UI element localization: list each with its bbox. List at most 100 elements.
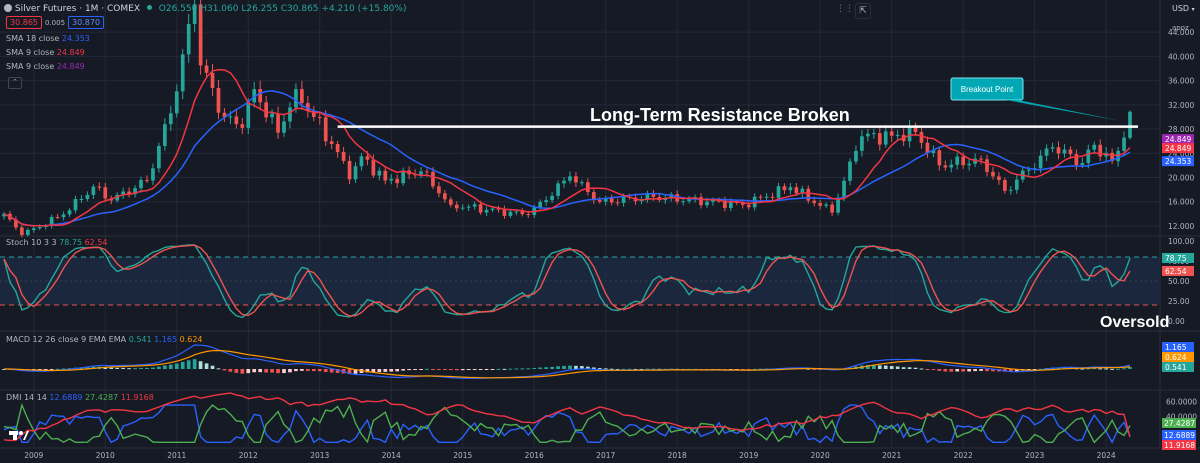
- candle-body[interactable]: [794, 187, 799, 194]
- candle-body[interactable]: [14, 219, 18, 228]
- candle-body[interactable]: [740, 202, 745, 205]
- candle-body[interactable]: [121, 191, 126, 195]
- candle-body[interactable]: [1128, 111, 1132, 138]
- candle-body[interactable]: [1026, 169, 1031, 171]
- candle-body[interactable]: [1038, 155, 1043, 169]
- candle-body[interactable]: [282, 121, 286, 133]
- candle-body[interactable]: [854, 150, 858, 162]
- symbol-title[interactable]: Silver Futures · 1M · COMEX: [14, 4, 141, 14]
- candle-body[interactable]: [502, 209, 507, 216]
- candle-body[interactable]: [967, 163, 971, 166]
- candle-body[interactable]: [91, 186, 96, 195]
- candle-body[interactable]: [151, 168, 155, 181]
- legend-stoch[interactable]: Stoch 10 3 3 78.75 62.54: [6, 238, 107, 247]
- candle-body[interactable]: [603, 198, 608, 202]
- candle-body[interactable]: [371, 159, 376, 176]
- candle-body[interactable]: [496, 208, 501, 210]
- candle-body[interactable]: [347, 160, 352, 180]
- candle-body[interactable]: [830, 204, 834, 213]
- candle-body[interactable]: [174, 91, 179, 114]
- candle-body[interactable]: [97, 186, 102, 188]
- candle-body[interactable]: [949, 164, 954, 168]
- candle-body[interactable]: [79, 199, 84, 201]
- candle-body[interactable]: [746, 204, 751, 208]
- candle-body[interactable]: [389, 178, 394, 181]
- candle-body[interactable]: [204, 65, 209, 73]
- candle-body[interactable]: [311, 110, 316, 117]
- candle-body[interactable]: [425, 171, 429, 173]
- candle-body[interactable]: [55, 216, 60, 218]
- candle-body[interactable]: [1074, 154, 1079, 166]
- candle-body[interactable]: [454, 204, 459, 209]
- candle-body[interactable]: [431, 171, 435, 187]
- candle-body[interactable]: [186, 23, 191, 55]
- candle-body[interactable]: [687, 198, 691, 202]
- candle-body[interactable]: [1086, 149, 1091, 163]
- candle-body[interactable]: [1056, 147, 1061, 154]
- candle-body[interactable]: [866, 133, 870, 137]
- candle-body[interactable]: [645, 193, 650, 200]
- candle-body[interactable]: [621, 196, 626, 203]
- cursor-arrow-icon[interactable]: ⇱: [855, 3, 871, 19]
- candle-body[interactable]: [514, 211, 519, 213]
- candle-body[interactable]: [979, 158, 983, 160]
- candle-body[interactable]: [609, 198, 614, 203]
- candle-body[interactable]: [294, 89, 298, 108]
- candle-body[interactable]: [591, 192, 596, 201]
- candle-body[interactable]: [782, 186, 787, 191]
- candle-body[interactable]: [931, 150, 936, 153]
- candle-body[interactable]: [705, 201, 709, 206]
- candle-body[interactable]: [383, 170, 388, 181]
- candle-body[interactable]: [216, 88, 221, 113]
- candle-body[interactable]: [25, 229, 30, 236]
- stoch-pane[interactable]: [0, 244, 1160, 319]
- candle-body[interactable]: [419, 171, 423, 175]
- legend-dmi[interactable]: DMI 14 14 12.6889 27.4287 11.9168: [6, 393, 154, 402]
- candle-body[interactable]: [597, 200, 602, 202]
- candle-body[interactable]: [103, 187, 108, 199]
- candle-body[interactable]: [711, 200, 715, 202]
- candle-body[interactable]: [2, 213, 6, 217]
- candle-body[interactable]: [848, 161, 852, 181]
- candle-body[interactable]: [192, 4, 197, 24]
- candle-body[interactable]: [550, 195, 554, 201]
- candle-body[interactable]: [836, 197, 840, 213]
- candle-body[interactable]: [961, 156, 966, 166]
- candle-body[interactable]: [127, 191, 131, 195]
- candle-body[interactable]: [544, 200, 548, 203]
- candle-body[interactable]: [222, 112, 227, 117]
- candle-body[interactable]: [943, 165, 948, 168]
- candle-body[interactable]: [163, 124, 167, 147]
- candle-body[interactable]: [31, 228, 36, 230]
- candle-body[interactable]: [133, 188, 137, 195]
- dmi-pane[interactable]: [3, 392, 1131, 444]
- candle-body[interactable]: [568, 176, 572, 181]
- candle-body[interactable]: [1003, 180, 1007, 191]
- candle-body[interactable]: [580, 182, 584, 184]
- candle-body[interactable]: [460, 207, 465, 209]
- candle-body[interactable]: [788, 187, 793, 191]
- candle-body[interactable]: [1062, 149, 1067, 154]
- candle-body[interactable]: [466, 206, 471, 208]
- breakout-callout[interactable]: Breakout Point: [950, 77, 1121, 121]
- candle-body[interactable]: [883, 131, 888, 145]
- drag-handle-icon[interactable]: ⋮⋮: [836, 4, 854, 14]
- candle-body[interactable]: [198, 4, 203, 66]
- collapse-legend-chevron-up-icon[interactable]: ⌃: [8, 77, 22, 89]
- candle-body[interactable]: [180, 54, 185, 92]
- candle-body[interactable]: [520, 211, 525, 215]
- candle-body[interactable]: [1092, 144, 1097, 150]
- candle-body[interactable]: [305, 103, 310, 111]
- candle-body[interactable]: [562, 180, 566, 184]
- candle-body[interactable]: [323, 117, 328, 142]
- candle-body[interactable]: [210, 72, 215, 89]
- candle-body[interactable]: [919, 132, 924, 143]
- candle-body[interactable]: [699, 197, 703, 206]
- candle-body[interactable]: [85, 194, 90, 200]
- candle-body[interactable]: [353, 166, 358, 180]
- candle-body[interactable]: [478, 204, 483, 213]
- candle-body[interactable]: [955, 156, 960, 165]
- candle-body[interactable]: [824, 204, 829, 206]
- candle-body[interactable]: [895, 134, 900, 136]
- candle-body[interactable]: [264, 102, 268, 118]
